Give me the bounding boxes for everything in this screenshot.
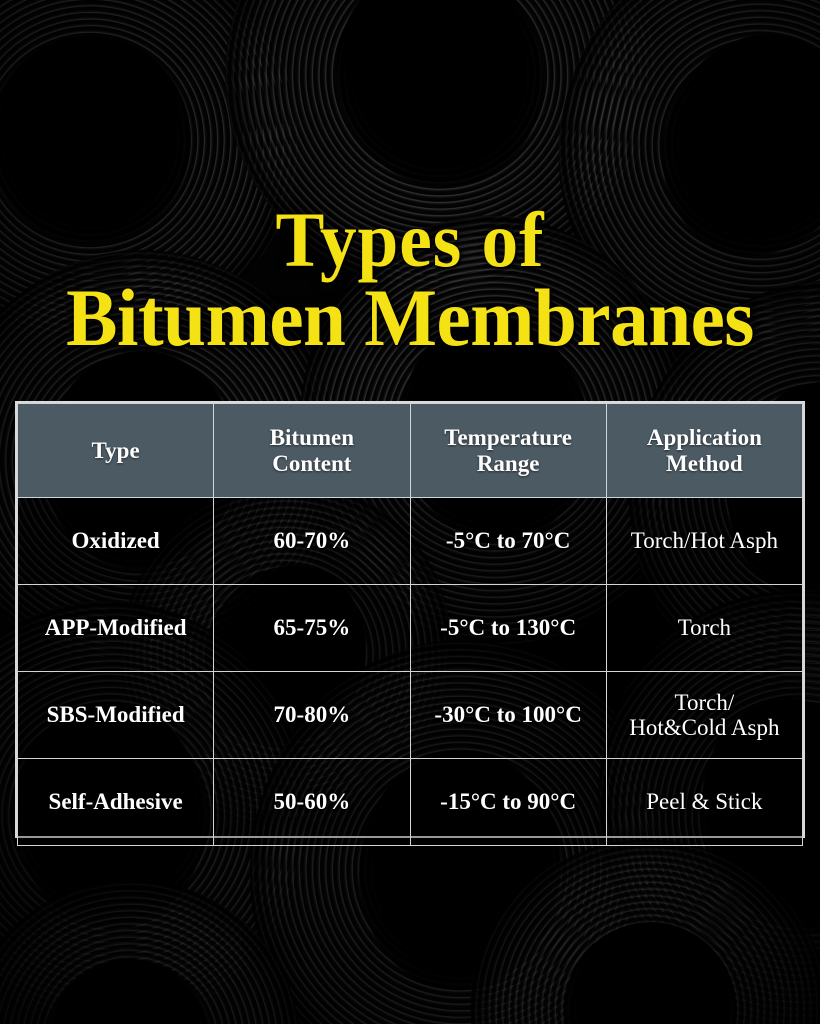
cell-application-method-line-1: Torch — [677, 614, 732, 640]
table-header-row: Type Bitumen Content Temperature Range A… — [16, 403, 804, 498]
cell-bitumen-content: 70-80% — [213, 671, 411, 759]
cell-temperature-range: -5°C to 70°C — [409, 497, 607, 585]
column-header-application-method-line-2: Method — [666, 450, 743, 476]
cell-application-method-line-1: Torch/ — [674, 689, 735, 715]
cell-bitumen-content: 50-60% — [213, 758, 411, 846]
column-header-bitumen-content-line-1: Bitumen — [269, 424, 355, 450]
cell-application-method-line-1: Torch/Hot Asph — [630, 527, 778, 553]
cell-application-method: Torch/Hot Asph — [605, 497, 804, 585]
cell-temperature-range: -30°C to 100°C — [409, 671, 607, 759]
cell-temperature-range: -5°C to 130°C — [409, 584, 607, 672]
cell-type: Oxidized — [16, 497, 215, 585]
cell-application-method: Torch — [605, 584, 804, 672]
cell-application-method-line-1: Peel & Stick — [646, 788, 763, 814]
cell-bitumen-content: 65-75% — [213, 584, 411, 672]
cell-application-method: Torch/ Hot&Cold Asph — [605, 671, 804, 759]
cell-type: APP-Modified — [16, 584, 215, 672]
column-header-temperature-range-line-1: Temperature — [444, 424, 572, 450]
title-line-1: Types of — [275, 196, 545, 283]
cell-temperature-range: -15°C to 90°C — [409, 758, 607, 846]
column-header-temperature-range-line-2: Range — [476, 450, 540, 476]
column-header-bitumen-content-line-2: Content — [272, 450, 352, 476]
cell-type: SBS-Modified — [16, 671, 215, 759]
page-title: Types of Bitumen Membranes — [0, 196, 820, 363]
cell-type: Self-Adhesive — [16, 758, 215, 846]
table-row: SBS-Modified 70-80% -30°C to 100°C Torch… — [16, 671, 804, 759]
table-row: Self-Adhesive 50-60% -15°C to 90°C Peel … — [16, 758, 804, 846]
column-header-bitumen-content: Bitumen Content — [213, 403, 411, 498]
column-header-application-method-line-1: Application — [646, 424, 762, 450]
title-line-2: Bitumen Membranes — [66, 271, 754, 363]
table-row: APP-Modified 65-75% -5°C to 130°C Torch — [16, 584, 804, 672]
bitumen-membrane-comparison-table: Type Bitumen Content Temperature Range A… — [15, 401, 805, 846]
cell-bitumen-content: 60-70% — [213, 497, 411, 585]
table-row: Oxidized 60-70% -5°C to 70°C Torch/Hot A… — [16, 497, 804, 585]
column-header-type-line-1: Type — [91, 437, 140, 463]
cell-application-method-line-2: Hot&Cold Asph — [629, 715, 780, 740]
column-header-temperature-range: Temperature Range — [409, 403, 607, 498]
column-header-application-method: Application Method — [605, 403, 804, 498]
cell-application-method: Peel & Stick — [605, 758, 804, 846]
column-header-type: Type — [16, 403, 215, 498]
